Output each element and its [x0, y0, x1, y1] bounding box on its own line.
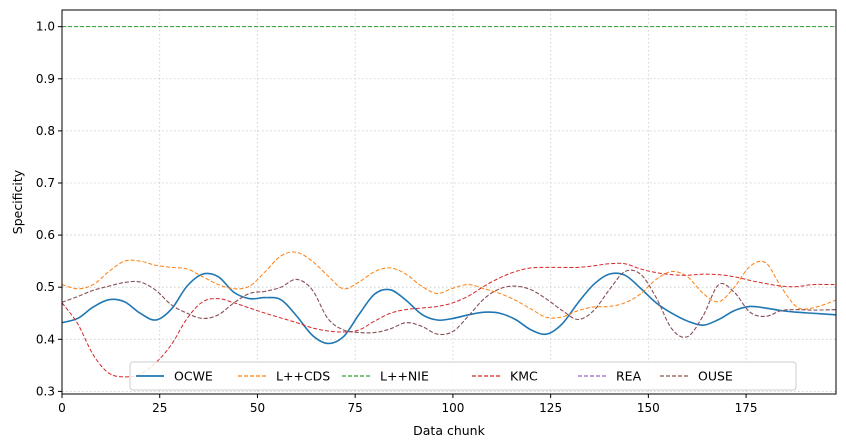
y-tick-label: 0.8 [36, 124, 55, 138]
y-tick-label: 0.3 [36, 384, 55, 398]
grid [61, 10, 836, 394]
legend-label-lppnie: L++NIE [380, 369, 429, 384]
y-axis: 0.3 0.4 0.5 0.6 0.7 0.8 0.9 1.0 [36, 20, 62, 398]
x-axis: 0 25 50 75 100 125 150 175 [58, 394, 758, 415]
x-axis-title: Data chunk [413, 423, 485, 438]
legend: OCWE L++CDS L++NIE KMC REA OUSE [129, 361, 797, 391]
legend-label-ouse: OUSE [698, 369, 733, 384]
y-axis-title: Specificity [10, 169, 25, 234]
legend-label-lppcds: L++CDS [276, 369, 330, 384]
y-tick-label: 0.7 [36, 176, 55, 190]
series-line-kmc [61, 262, 837, 378]
x-tick-label: 0 [58, 401, 66, 415]
legend-label-ocwe: OCWE [174, 369, 213, 384]
y-tick-label: 0.6 [36, 228, 55, 242]
plot-frame [61, 9, 837, 395]
legend-label-kmc: KMC [510, 369, 538, 384]
legend-box [129, 361, 797, 391]
x-tick-label: 150 [637, 401, 660, 415]
series-line-ocwe [61, 272, 837, 345]
x-tick-label: 100 [441, 401, 464, 415]
y-tick-label: 0.4 [36, 332, 55, 346]
legend-label-rea: REA [616, 369, 642, 384]
x-tick-label: 125 [539, 401, 562, 415]
x-tick-label: 75 [348, 401, 363, 415]
series-line-lppcds [61, 251, 837, 319]
x-tick-label: 50 [250, 401, 265, 415]
y-tick-label: 1.0 [36, 20, 55, 34]
x-tick-label: 25 [152, 401, 167, 415]
series-layer [61, 26, 837, 378]
y-tick-label: 0.9 [36, 72, 55, 86]
y-tick-label: 0.5 [36, 280, 55, 294]
series-line-ouse [61, 269, 837, 338]
x-tick-label: 175 [735, 401, 758, 415]
